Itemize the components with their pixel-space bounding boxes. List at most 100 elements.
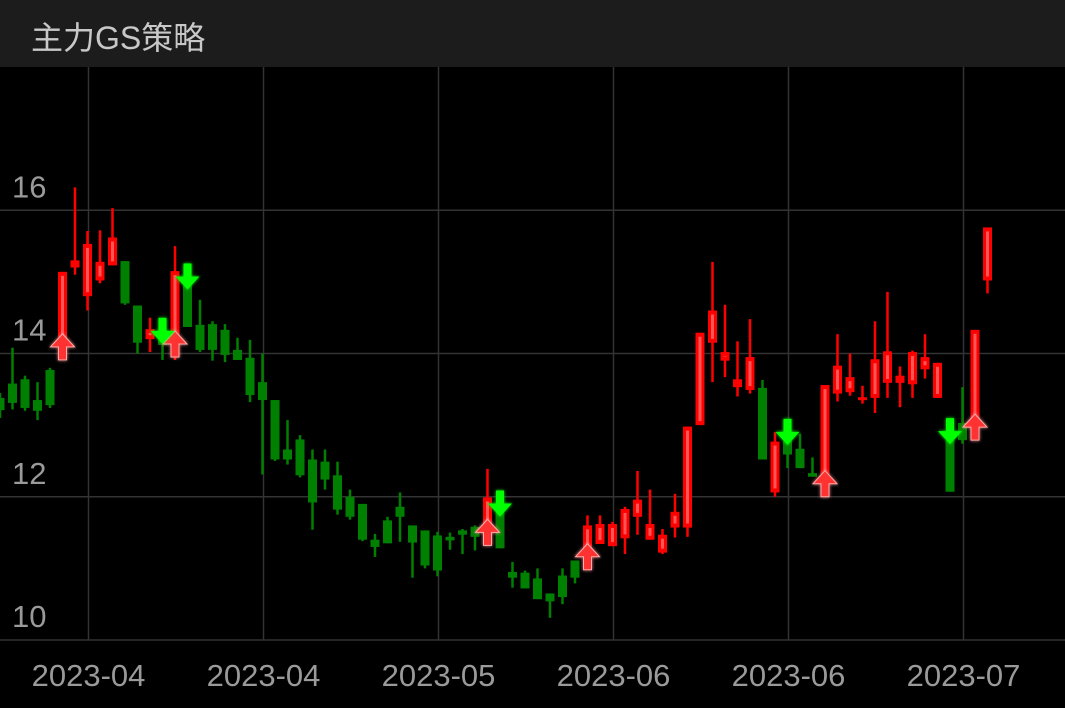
candle-body xyxy=(558,575,567,598)
buy-arrow-icon xyxy=(49,333,76,361)
candle xyxy=(795,433,805,469)
x-tick-label: 2023-04 xyxy=(207,658,321,693)
candle xyxy=(645,489,655,540)
candle-body xyxy=(533,578,542,600)
candle xyxy=(120,261,130,305)
candle-body xyxy=(408,525,417,543)
candle xyxy=(570,560,580,584)
sell-arrow-shape xyxy=(488,490,512,517)
candle xyxy=(245,339,255,403)
candle-body-highlight xyxy=(686,430,689,524)
candle xyxy=(345,489,355,520)
candle-body xyxy=(308,459,317,503)
candle-body xyxy=(233,349,242,360)
x-tick-label: 2023-05 xyxy=(382,658,496,693)
candle xyxy=(945,440,955,492)
candle-body-highlight xyxy=(173,275,177,334)
candle xyxy=(433,531,442,577)
sell-arrow-shape xyxy=(775,418,800,445)
candle xyxy=(370,533,380,557)
candle-body-highlight xyxy=(873,363,877,394)
candle-body xyxy=(133,305,142,343)
sell-arrow-icon xyxy=(488,490,512,517)
candle-body-highlight xyxy=(98,265,102,277)
candle xyxy=(870,321,880,413)
candle xyxy=(533,568,542,600)
candle xyxy=(283,420,292,465)
candle xyxy=(783,440,792,469)
candle-body xyxy=(295,439,305,476)
candle-body xyxy=(383,520,392,544)
candle xyxy=(208,321,217,361)
candle xyxy=(308,449,317,530)
candle xyxy=(458,528,467,555)
x-tick-label: 2023-07 xyxy=(907,658,1021,693)
candle-body-highlight xyxy=(923,361,927,366)
x-tick-label: 2023-06 xyxy=(557,658,671,693)
candle xyxy=(233,337,242,360)
candle xyxy=(908,350,917,398)
candle xyxy=(195,299,205,353)
candle-body xyxy=(758,387,767,460)
candle-body-highlight xyxy=(598,527,602,541)
candle-body xyxy=(358,503,367,540)
candle xyxy=(808,457,817,477)
candle xyxy=(70,187,80,275)
candle xyxy=(595,515,605,545)
candle-body xyxy=(20,379,30,408)
buy-arrow-shape xyxy=(961,413,989,441)
candle-body xyxy=(470,526,480,537)
buy-arrow-icon xyxy=(961,413,989,441)
candle xyxy=(920,334,930,379)
candle xyxy=(845,353,855,396)
candle-body-highlight xyxy=(936,366,939,394)
candle xyxy=(8,347,17,410)
candle xyxy=(683,426,692,537)
candle-body-highlight xyxy=(836,369,839,390)
candle-body-highlight xyxy=(723,356,727,357)
buy-arrow-shape xyxy=(811,469,839,498)
candle xyxy=(958,387,967,444)
candle-body xyxy=(420,530,430,566)
candle xyxy=(95,230,105,284)
y-tick-label: 10 xyxy=(12,599,46,634)
candle-body xyxy=(208,324,217,350)
candle-body xyxy=(945,440,955,492)
candle xyxy=(858,385,867,404)
candle xyxy=(883,291,892,398)
candle-body-highlight xyxy=(648,527,652,536)
candle xyxy=(470,525,480,551)
sell-arrow-icon xyxy=(938,418,962,445)
candle-body xyxy=(283,449,292,460)
candle-body xyxy=(258,382,267,401)
header-bar: 主力GS策略 xyxy=(0,0,1065,67)
candle-body xyxy=(120,261,130,304)
candle-body xyxy=(783,440,792,455)
candle-body xyxy=(958,422,967,441)
candle-body xyxy=(733,379,742,388)
candle-body-highlight xyxy=(673,515,677,524)
sell-arrow-icon xyxy=(150,317,175,344)
candle xyxy=(833,334,842,402)
candle xyxy=(108,208,117,266)
candle-body xyxy=(183,285,192,327)
page-title: 主力GS策略 xyxy=(31,20,206,56)
candle xyxy=(270,400,280,461)
candle-body-highlight xyxy=(773,445,777,489)
sell-arrow-icon xyxy=(175,263,200,290)
candle xyxy=(633,470,642,535)
candle-body-highlight xyxy=(148,333,152,336)
candle-body xyxy=(508,571,517,578)
candle xyxy=(720,304,730,378)
candle xyxy=(508,561,517,588)
buy-arrow-shape xyxy=(161,330,189,358)
candle-body-highlight xyxy=(848,381,852,389)
candle-body-highlight xyxy=(973,333,977,417)
y-tick-label: 12 xyxy=(12,456,46,491)
buy-arrow-icon xyxy=(161,330,189,358)
candle xyxy=(20,375,30,411)
candle xyxy=(695,332,705,426)
candle-body-highlight xyxy=(86,247,89,293)
candle xyxy=(395,492,405,542)
